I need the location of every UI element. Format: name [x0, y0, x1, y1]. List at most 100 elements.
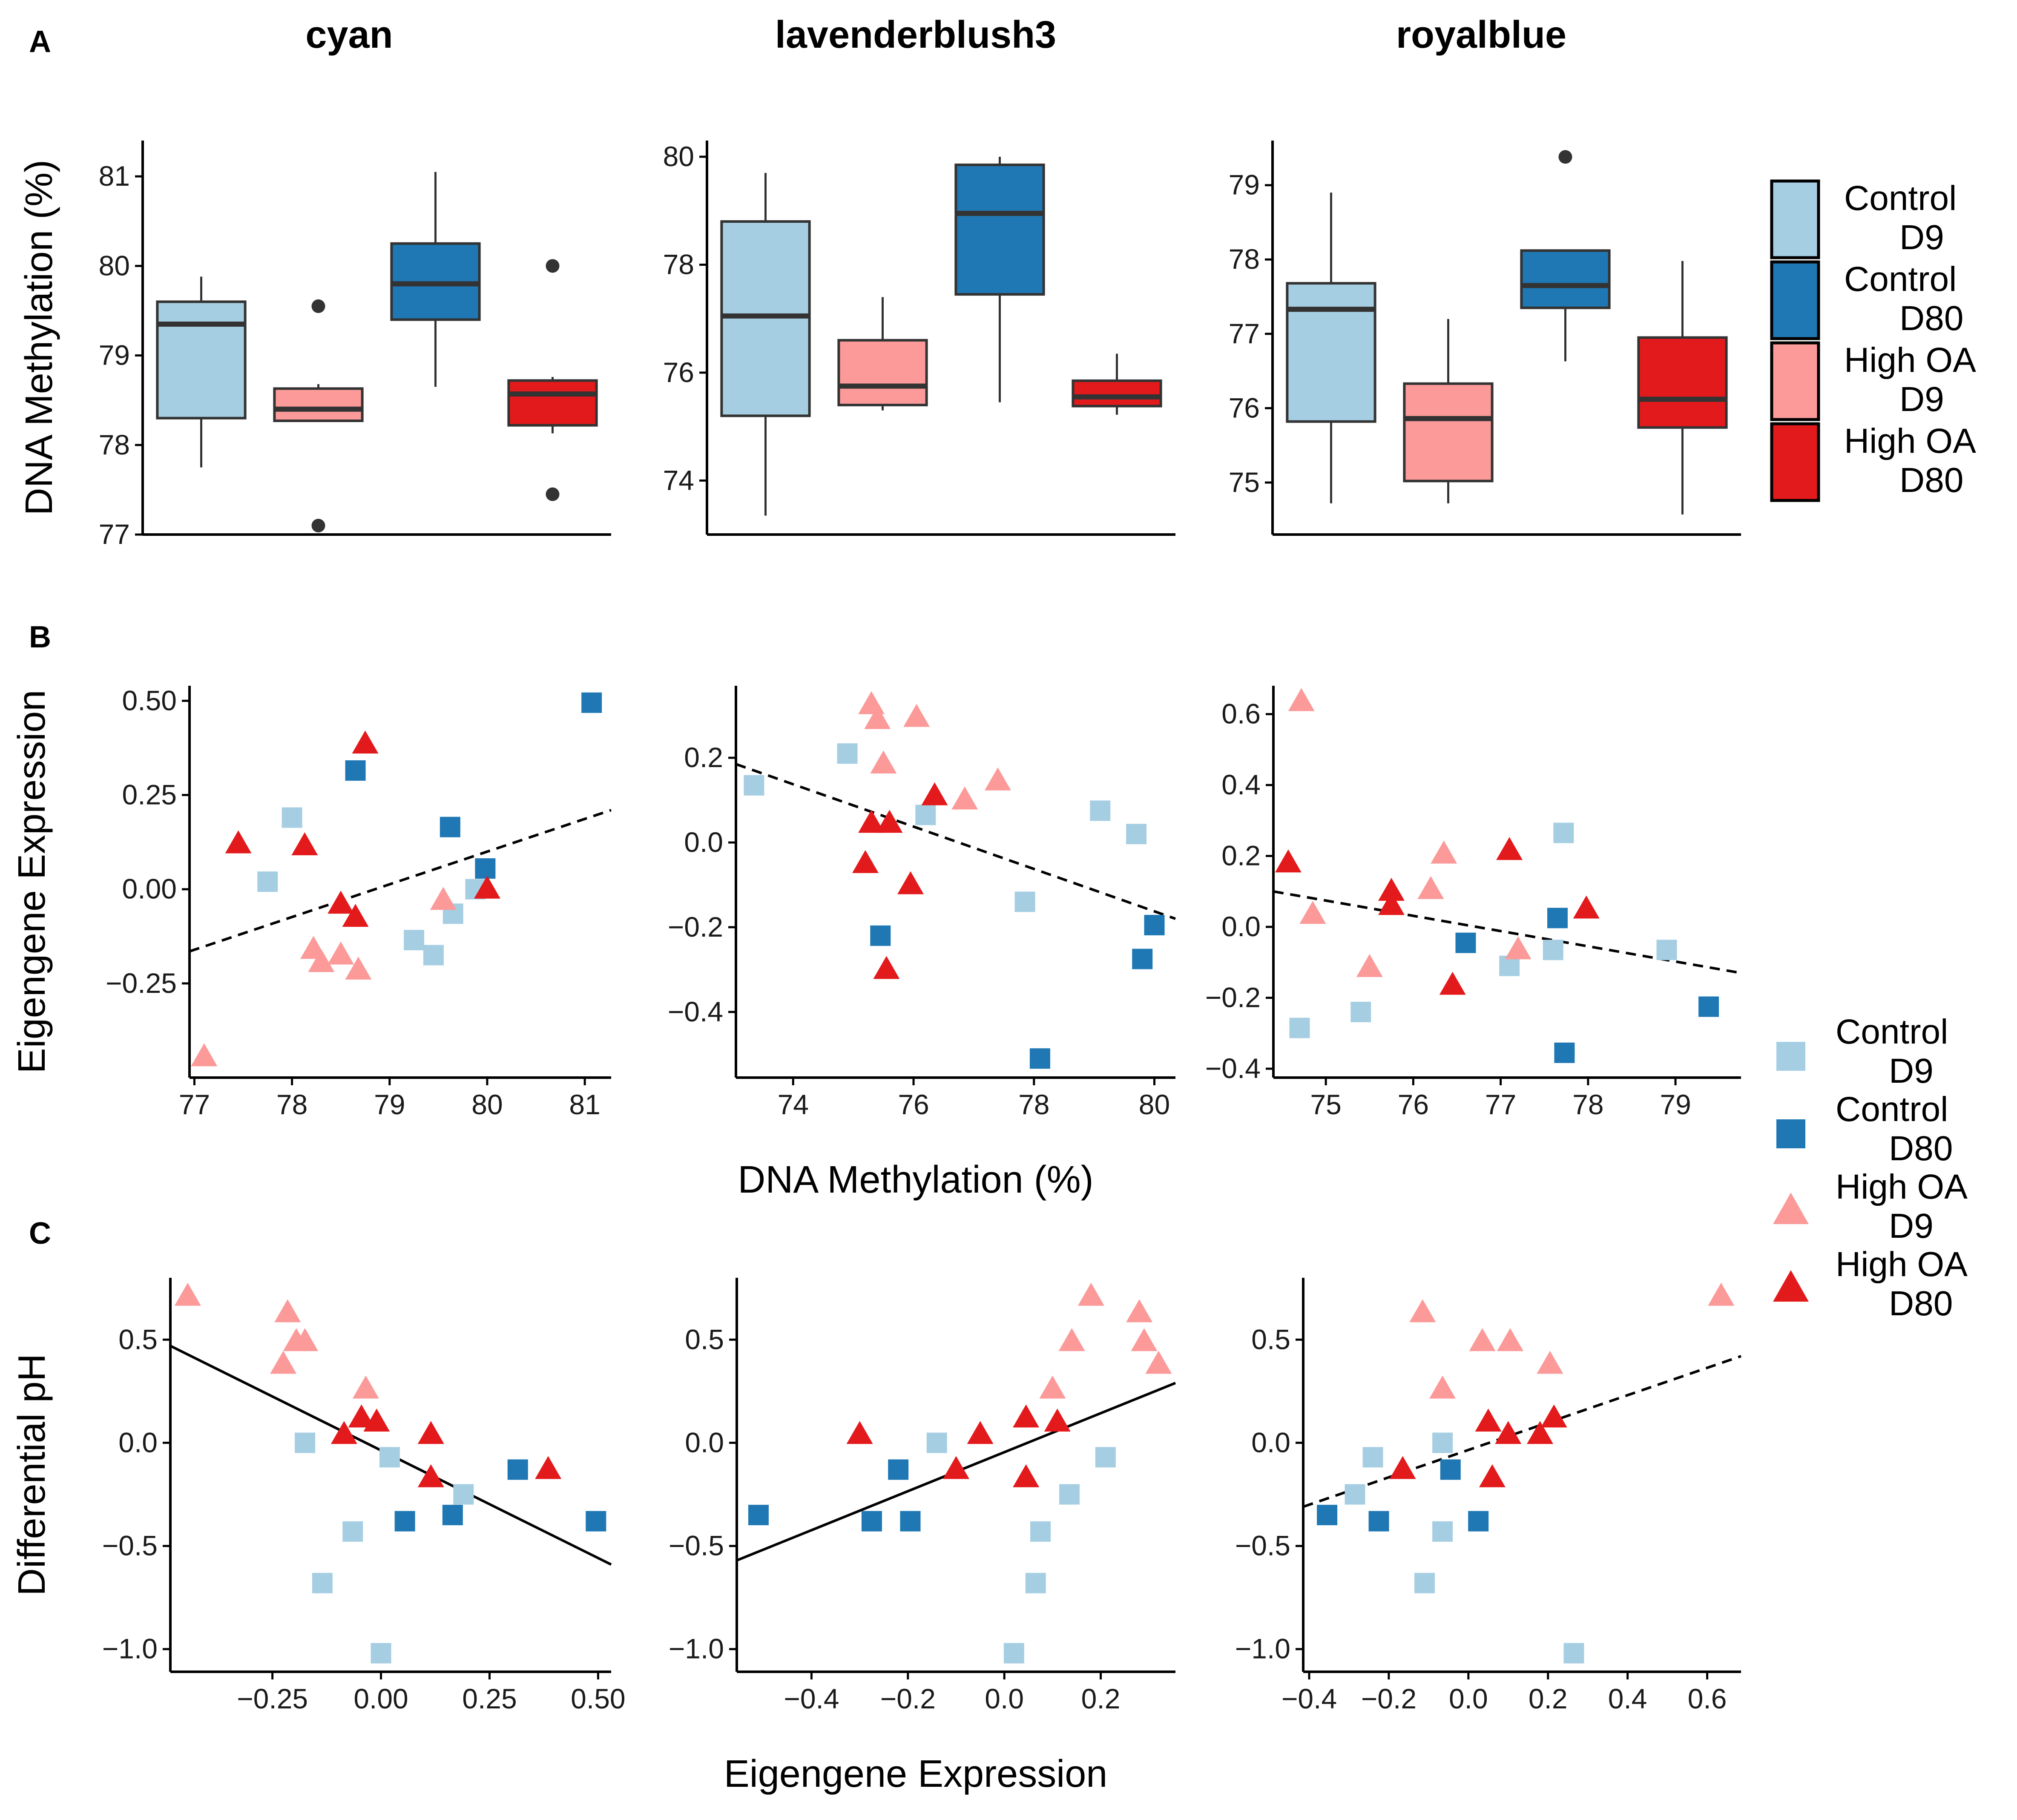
point-control-d80: [1132, 949, 1153, 969]
box-high_d80: [507, 259, 598, 501]
x-tick-label: 0.0: [1449, 1683, 1488, 1714]
x-tick-label: 77: [179, 1089, 210, 1120]
point-control-d9: [1553, 822, 1574, 843]
point-high-d9: [984, 767, 1011, 791]
point-high-d80: [852, 850, 879, 873]
point-control-d80: [1029, 1048, 1050, 1069]
scatter-panel-lavenderblush3: −1.0 −0.5 0.0 0.5 −0.4 −0.2 0.0 0.2: [669, 1278, 1176, 1714]
point-high-d9: [864, 706, 891, 729]
box-control_d9: [1286, 193, 1376, 503]
legend-label: High OA: [1836, 1245, 1968, 1284]
y-tick-label: 75: [1229, 466, 1260, 498]
point-control-d9: [1656, 940, 1677, 960]
point-control-d80: [1368, 1511, 1389, 1532]
box-body: [1286, 282, 1376, 423]
point-high-d80: [352, 730, 379, 754]
point-high-d9: [274, 1299, 301, 1323]
point-control-d80: [394, 1511, 415, 1532]
point-high-d9: [1469, 1328, 1496, 1351]
box-body: [954, 164, 1045, 296]
y-tick-label: 0.0: [684, 826, 723, 858]
y-tick-label: 79: [99, 339, 130, 371]
point-high-d80: [330, 1421, 357, 1444]
point-control-d80: [1698, 996, 1719, 1017]
legend-label: D80: [1899, 299, 1963, 338]
x-tick-label: 0.00: [353, 1683, 408, 1714]
point-high-d9: [1145, 1351, 1172, 1374]
point-control-d80: [748, 1504, 769, 1525]
y-tick-label: −0.25: [106, 967, 177, 999]
y-tick-label: 80: [99, 250, 130, 281]
point-high-d80: [1389, 1456, 1416, 1479]
legend-label: High OA: [1836, 1167, 1968, 1206]
y-axis-title-a: DNA Methylation (%): [18, 160, 60, 515]
outlier-point: [311, 518, 325, 532]
point-control-d9: [1003, 1643, 1024, 1664]
y-tick-label: 0.5: [1251, 1323, 1290, 1355]
box-control_d80: [954, 157, 1045, 403]
point-high-d9: [191, 1043, 218, 1067]
outlier-point: [546, 487, 560, 501]
point-high-d80: [1527, 1421, 1554, 1444]
y-tick-label: 0.50: [122, 684, 177, 716]
row-c-scatterplots: −1.0 −0.5 0.0 0.5 −0.25 0.00 0.25 0.50 −1.0 −0.5 0…: [11, 1278, 1741, 1795]
point-control-d80: [1468, 1511, 1489, 1532]
scatter-panel-royalblue: −0.4 −0.2 0.0 0.2 0.4 0.6 75 76 77 78 79: [1205, 686, 1741, 1120]
y-tick-label: −1.0: [1235, 1633, 1290, 1665]
point-high-d9: [270, 1351, 297, 1374]
point-control-d80: [507, 1459, 528, 1480]
point-control-d80: [586, 1511, 606, 1532]
outlier-point: [311, 299, 325, 313]
point-high-d9: [292, 1328, 319, 1351]
y-tick-label: 0.25: [122, 779, 177, 811]
y-tick-label: −0.2: [1205, 982, 1261, 1013]
x-axis-title-c: Eigengene Expression: [724, 1753, 1108, 1795]
legend-label: Control: [1836, 1012, 1948, 1051]
y-tick-label: 0.2: [684, 742, 723, 773]
point-control-d9: [295, 1432, 316, 1453]
point-control-d80: [1455, 932, 1476, 953]
y-axis-title-b: Eigengene Expression: [11, 690, 53, 1074]
point-high-d9: [870, 750, 897, 773]
point-high-d9: [345, 956, 372, 980]
point-high-d80: [1573, 895, 1600, 919]
row-a-boxplots: 77 78 79 80 81 74 76 78 80 75 76 77 78 79 DNA Methylat…: [18, 141, 1741, 550]
point-control-d9: [379, 1447, 400, 1468]
point-control-d9: [371, 1643, 391, 1664]
y-tick-label: 77: [99, 518, 130, 550]
panel-letter-c: C: [29, 1216, 51, 1251]
point-high-d80: [1479, 1464, 1506, 1487]
legend-label: D9: [1889, 1052, 1934, 1090]
regression-line: [1303, 1355, 1741, 1508]
y-tick-label: 0.0: [118, 1426, 158, 1458]
legend-marker: [1773, 1193, 1809, 1224]
x-tick-label: 79: [1660, 1089, 1691, 1120]
point-control-d9: [342, 1521, 363, 1542]
point-high-d80: [474, 875, 500, 899]
point-high-d9: [1505, 936, 1531, 960]
point-control-d80: [1440, 1459, 1461, 1480]
y-tick-label: −1.0: [102, 1633, 158, 1665]
y-tick-label: 78: [663, 248, 694, 280]
point-high-d9: [1431, 840, 1457, 864]
point-high-d9: [1077, 1282, 1104, 1306]
point-control-d80: [888, 1459, 909, 1480]
point-high-d80: [876, 810, 903, 833]
point-high-d9: [1429, 1375, 1456, 1399]
legend-marker: [1776, 1042, 1805, 1071]
point-control-d80: [1554, 1042, 1575, 1063]
point-high-d80: [535, 1456, 562, 1479]
point-high-d80: [1044, 1409, 1071, 1432]
point-high-d80: [1013, 1464, 1040, 1487]
regression-line: [736, 763, 1176, 920]
box-body: [1403, 382, 1494, 483]
x-tick-label: 78: [1572, 1089, 1603, 1120]
y-tick-label: −0.5: [1235, 1530, 1290, 1561]
box-high_d80: [1072, 354, 1162, 415]
y-tick-label: 80: [663, 141, 694, 172]
point-control-d9: [312, 1573, 333, 1593]
